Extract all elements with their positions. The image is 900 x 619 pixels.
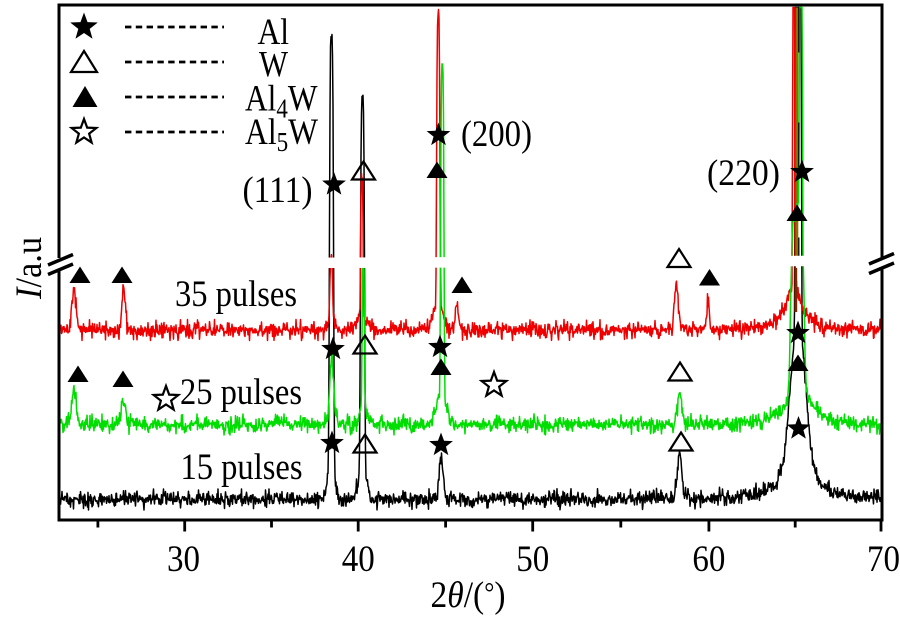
svg-text:W: W bbox=[259, 44, 288, 85]
svg-text:60: 60 bbox=[692, 539, 725, 580]
svg-text:25 pulses: 25 pulses bbox=[180, 372, 302, 413]
svg-text:Al: Al bbox=[258, 12, 290, 53]
svg-text:(200): (200) bbox=[461, 114, 532, 155]
svg-text:70: 70 bbox=[867, 539, 900, 580]
svg-text:30: 30 bbox=[167, 539, 200, 580]
svg-text:I/a.u: I/a.u bbox=[9, 237, 50, 300]
svg-text:(220): (220) bbox=[707, 153, 780, 194]
svg-text:35 pulses: 35 pulses bbox=[175, 274, 297, 315]
svg-text:15 pulses: 15 pulses bbox=[181, 447, 303, 488]
svg-text:2θ/(°): 2θ/(°) bbox=[431, 575, 506, 616]
svg-text:50: 50 bbox=[516, 539, 549, 580]
svg-text:40: 40 bbox=[342, 539, 375, 580]
svg-text:(111): (111) bbox=[243, 170, 313, 211]
